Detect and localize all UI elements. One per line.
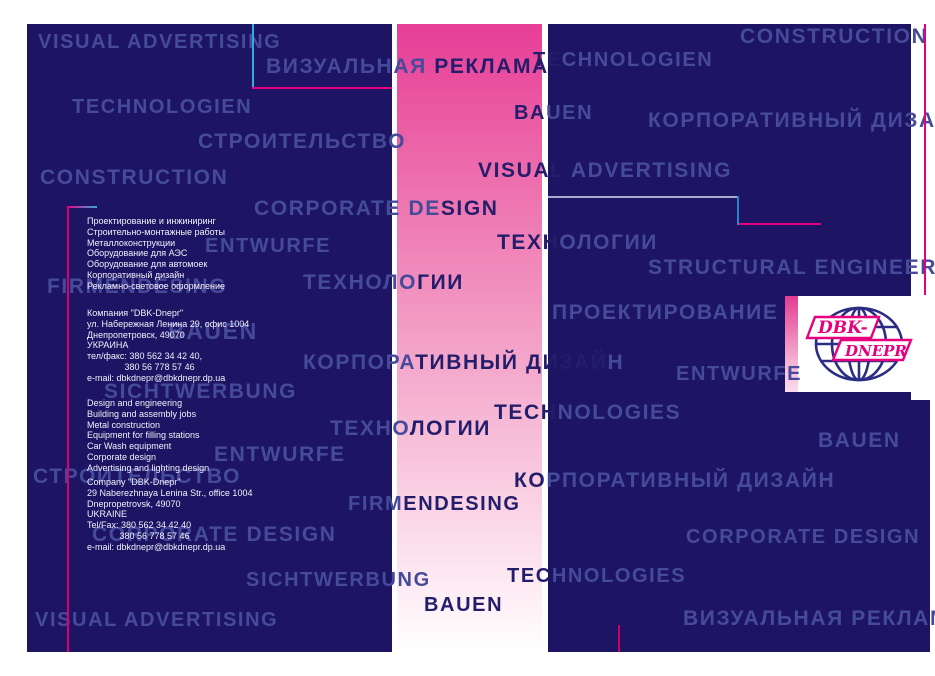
text-line: УКРАИНА <box>87 340 129 351</box>
text-line: 380 56 778 57 46 <box>87 361 195 372</box>
text-line: Проектирование и инжиниринг <box>87 216 216 226</box>
watermark-construction-left: CONSTRUCTION <box>40 166 229 189</box>
right-panel-lower-extension <box>911 400 930 652</box>
watermark-korporativny-dizayn-center: КОРПОРАТИВНЫЙ ДИЗАЙН <box>303 351 625 374</box>
lavender-horizontal-line <box>548 196 738 198</box>
magenta-vertical-line-bottom <box>618 625 620 652</box>
text-line: Рекламно-световое оформление <box>87 280 226 291</box>
text-line: Tel/Fax: 380 562 34 42 40 <box>87 520 192 531</box>
watermark-entwurfe-left-lower: ENTWURFE <box>214 443 346 466</box>
left-panel <box>27 24 392 652</box>
watermark-bauen-top-center: BAUEN <box>514 102 594 124</box>
text-line: тел/факс: 380 562 34 42 40, <box>87 351 202 362</box>
logo-text-dnepr: DNEPR <box>844 342 907 360</box>
cyan-vertical-line <box>252 24 254 88</box>
watermark-construction-top-right: CONSTRUCTION <box>740 25 929 48</box>
watermark-bauen-right: BAUEN <box>818 429 901 452</box>
contact-block-ru-services: Проектирование и инжиниринг Строительно-… <box>87 216 225 292</box>
watermark-proektirovanie: ПРОЕКТИРОВАНИЕ <box>552 301 779 324</box>
watermark-visual-advertising-center: VISUAL ADVERTISING <box>478 159 733 182</box>
watermark-sichtwerbung-upper: SICHTWERBUNG <box>104 380 298 403</box>
watermark-entwurfe-right: ENTWURFE <box>676 363 803 385</box>
magenta-cyan-dash <box>67 206 97 208</box>
text-line: Car Wash equipment <box>87 441 172 452</box>
text-line: Оборудование для автомоек <box>87 259 208 270</box>
watermark-bauen-bottom-center: BAUEN <box>424 594 504 616</box>
watermark-tekhnologii-left: ТЕХНОЛОГИИ <box>303 271 464 294</box>
watermark-stroitelstvo-top: СТРОИТЕЛЬСТВО <box>198 130 407 153</box>
watermark-visual-advertising-bottom: VISUAL ADVERTISING <box>35 609 279 631</box>
text-line: Компания "DBK-Dnepr" <box>87 308 184 318</box>
text-line: Dnepropetrovsk, 49070 <box>87 498 181 509</box>
magenta-vertical-line-right-edge <box>924 24 926 295</box>
text-line: UKRAINE <box>87 509 128 520</box>
watermark-technologies-center: TECHNOLOGIES <box>494 401 682 424</box>
magenta-horizontal-line-right <box>739 223 821 225</box>
watermark-tekhnologii-right: ТЕХНОЛОГИИ <box>497 231 658 254</box>
text-line: Equipment for filling stations <box>87 430 200 441</box>
magenta-vertical-line-left <box>67 206 69 652</box>
company-logo: DBK- DNEPR <box>785 296 930 392</box>
text-line: ул. Набережная Ленина 29, офис 1004 <box>87 318 250 329</box>
watermark-visual-advertising-top: VISUAL ADVERTISING <box>38 31 282 53</box>
text-line: Advertising and lighting design <box>87 462 210 473</box>
logo-pink-gradient-strip <box>785 296 798 392</box>
watermark-structural-engineering: STRUCTURAL ENGINEERING <box>648 256 935 279</box>
text-line: Building and assembly jobs <box>87 408 197 419</box>
watermark-korporativny-dizayn-top-right: КОРПОРАТИВНЫЙ ДИЗАЙН <box>648 109 935 132</box>
watermark-korporativny-dizayn-lower-right: КОРПОРАТИВНЫЙ ДИЗАЙН <box>514 469 836 492</box>
center-pink-column <box>397 24 542 652</box>
text-line: Metal construction <box>87 419 161 430</box>
watermark-corporate-design-center: CORPORATE DESIGN <box>254 197 499 220</box>
text-line: Корпоративный дизайн <box>87 269 185 280</box>
text-line: Corporate design <box>87 451 157 462</box>
watermark-technologies-bottom: TECHNOLOGIES <box>507 565 687 587</box>
contact-block-en-company: Company "DBK-Dnepr" 29 Naberezhnaya Leni… <box>87 477 252 553</box>
watermark-tekhnologii-lower-left: ТЕХНОЛОГИИ <box>330 417 491 440</box>
contact-block-en-services: Design and engineering Building and asse… <box>87 398 209 474</box>
email-line: e-mail: dbkdnepr@dbkdnepr.dp.ua <box>87 372 226 383</box>
contact-block-ru-company: Компания "DBK-Dnepr" ул. Набережная Лени… <box>87 308 249 384</box>
watermark-corporate-design-left: CORPORATE DESIGN <box>92 523 337 546</box>
watermark-vizualnaya-reklama-bottom: ВИЗУАЛЬНАЯ РЕКЛАМА <box>683 607 935 630</box>
watermark-technologien-right: TECHNOLOGIEN <box>533 49 714 71</box>
magenta-horizontal-line-top-left <box>252 87 392 89</box>
text-line: Днепропетровск, 49070 <box>87 329 185 340</box>
watermark-entwurfe-left-upper: ENTWURFE <box>205 235 332 257</box>
text-line: Design and engineering <box>87 398 183 408</box>
globe-icon: DBK- DNEPR <box>805 306 913 382</box>
logo-text-dbk: DBK- <box>817 318 868 338</box>
watermark-technologien-left: TECHNOLOGIEN <box>72 96 253 118</box>
text-line: 380 56 778 57 46 <box>87 530 190 541</box>
watermark-firmendesing-center: FIRMENDESING <box>348 493 521 515</box>
email-line: e-mail: dbkdnepr@dbkdnepr.dp.ua <box>87 541 226 552</box>
watermark-stroitelstvo-lower: СТРОИТЕЛЬСТВО <box>33 465 242 488</box>
text-line: Металлоконструкции <box>87 237 176 248</box>
text-line: Company "DBK-Dnepr" <box>87 477 181 487</box>
text-line: Оборудование для АЭС <box>87 248 188 259</box>
watermark-corporate-design-right: CORPORATE DESIGN <box>686 526 921 548</box>
blue-vertical-step-line <box>737 196 739 225</box>
text-line: Строительно-монтажные работы <box>87 226 226 237</box>
watermark-firmendesing-left: FIRMENDESING <box>47 275 228 298</box>
watermark-vizualnaya-reklama-top: ВИЗУАЛЬНАЯ РЕКЛАМА <box>266 55 549 78</box>
watermark-sichtwerbung-lower: SICHTWERBUNG <box>246 569 431 591</box>
text-line: 29 Naberezhnaya Lenina Str., office 1004 <box>87 487 253 498</box>
watermark-bauen-left: BAUEN <box>168 318 258 344</box>
